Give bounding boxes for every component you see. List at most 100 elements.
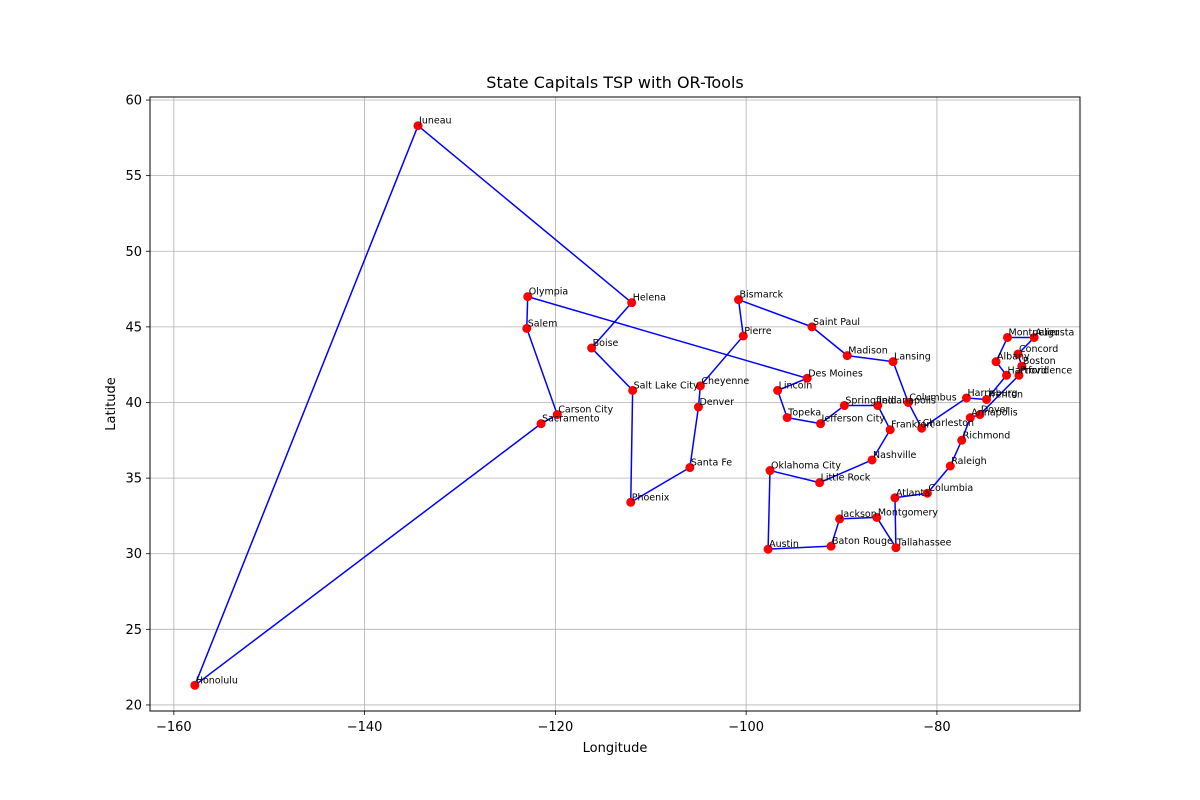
city-label: Oklahoma City (771, 461, 841, 472)
city-label: Augusta (1035, 327, 1074, 338)
city-marker (991, 357, 1001, 367)
city-marker (536, 419, 546, 429)
y-tick-label: 35 (125, 472, 142, 487)
city-label: Richmond (963, 430, 1011, 441)
city-label: Albany (997, 352, 1030, 363)
city-marker (945, 461, 955, 471)
city-marker (765, 466, 775, 476)
city-label: Columbus (909, 392, 956, 403)
city-label: Cheyenne (701, 376, 749, 387)
city-marker (627, 298, 637, 308)
city-marker (965, 413, 975, 423)
city-label: Little Rock (821, 473, 871, 484)
route-segment (591, 302, 633, 349)
city-label: Montgomery (878, 507, 939, 518)
city-label: Jefferson City (821, 414, 886, 425)
route-segment (767, 470, 771, 550)
city-marker (552, 410, 562, 420)
y-axis-ticks: 20 25 30 35 40 45 50 55 60 (125, 94, 150, 713)
x-tick-label: −100 (728, 720, 764, 735)
route-segment (876, 517, 897, 549)
route-segment (847, 354, 894, 363)
route-segment (769, 469, 820, 484)
route-segment (738, 298, 813, 328)
route-segment (591, 347, 634, 391)
city-marker (1002, 370, 1012, 380)
city-label: Salt Lake City (634, 380, 699, 391)
route-segment (921, 397, 967, 429)
route-segment (820, 404, 845, 425)
city-marker (802, 373, 812, 383)
route-segment (926, 465, 951, 494)
city-label: Charleston (923, 418, 974, 429)
route-segment (985, 374, 1008, 400)
route-segment (417, 125, 633, 304)
route-segment (526, 296, 529, 329)
x-tick-label: −80 (923, 720, 950, 735)
city-marker (885, 425, 895, 435)
city-label: Helena (633, 293, 666, 304)
x-axis-ticks: −160 −140 −120 −100 −80 (156, 711, 951, 735)
city-label: Frankfort (891, 420, 934, 431)
city-label: Nashville (873, 450, 916, 461)
city-marker (522, 323, 532, 333)
plot-area (150, 97, 1080, 711)
city-marker (867, 455, 877, 465)
city-label: Olympia (529, 287, 568, 298)
route-segment (871, 429, 891, 461)
city-label: Salem (528, 318, 558, 329)
city-marker (523, 292, 533, 302)
city-marker (1013, 349, 1023, 359)
city-marker (922, 488, 932, 498)
x-tick-label: −160 (156, 720, 192, 735)
city-marker (815, 478, 825, 488)
y-tick-label: 55 (125, 169, 142, 184)
city-marker (628, 385, 638, 395)
city-label: Santa Fe (691, 458, 732, 469)
city-marker (685, 463, 695, 473)
city-label: Denver (699, 397, 734, 408)
route-segment (839, 516, 877, 520)
x-tick-label: −140 (347, 720, 383, 735)
route-segment (892, 361, 910, 403)
city-marker (961, 393, 971, 403)
route-segment (979, 374, 1020, 416)
city-label: Austin (769, 539, 799, 550)
plot-frame (149, 96, 1081, 712)
y-tick-label: 25 (125, 623, 142, 638)
y-tick-label: 45 (125, 320, 142, 335)
city-label: Indianapolis (879, 396, 936, 407)
y-axis-label: Latitude (104, 377, 119, 431)
city-marker (1029, 332, 1039, 342)
city-marker (695, 381, 705, 391)
city-label: Trenton (987, 389, 1024, 400)
city-label: Montpelier (1009, 327, 1060, 338)
city-label: Boise (593, 338, 619, 349)
route-segment (737, 299, 745, 337)
city-marker (807, 322, 817, 332)
city-label: Providence (1020, 365, 1072, 376)
route-segment (630, 466, 691, 503)
city-marker (738, 331, 748, 341)
city-marker (773, 385, 783, 395)
city-label: Phoenix (632, 492, 670, 503)
city-label: Carson City (558, 405, 613, 416)
city-marker (839, 401, 849, 411)
route-segment (830, 518, 841, 547)
city-label: Dover (981, 405, 1010, 416)
route-segment (768, 545, 832, 550)
city-label: Pierre (744, 326, 771, 337)
route-segment (894, 497, 897, 548)
city-label: Columbia (928, 483, 973, 494)
city-label: Des Moines (808, 368, 863, 379)
route-segment (787, 416, 821, 425)
city-label: Atlanta (896, 488, 930, 499)
city-marker (903, 397, 913, 407)
x-axis-label: Longitude (583, 741, 648, 756)
city-label: Lincoln (779, 380, 813, 391)
city-marker (782, 413, 792, 423)
city-label: Annapolis (971, 408, 1017, 419)
city-label: Sacramento (542, 414, 600, 425)
x-tick-label: −120 (538, 720, 574, 735)
